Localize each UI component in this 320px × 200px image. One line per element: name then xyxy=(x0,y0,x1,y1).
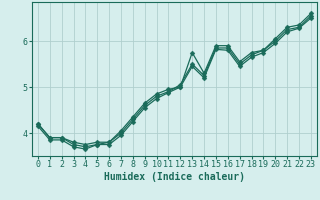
X-axis label: Humidex (Indice chaleur): Humidex (Indice chaleur) xyxy=(104,172,245,182)
